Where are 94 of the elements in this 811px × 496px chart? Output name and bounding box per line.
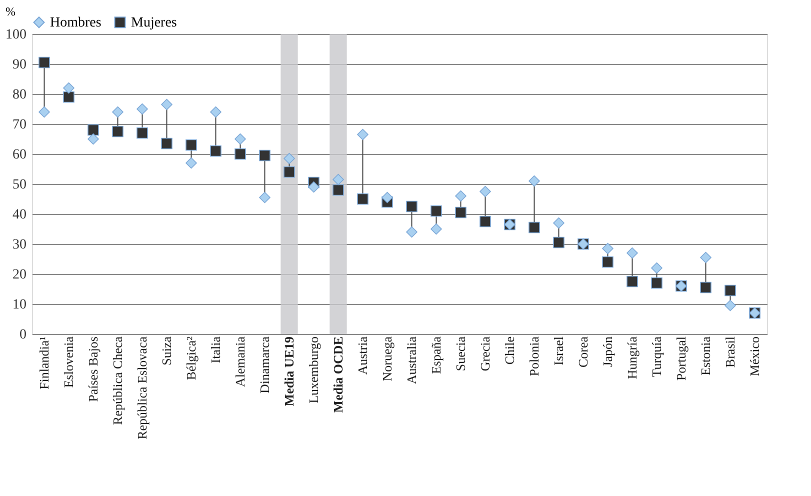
point <box>455 206 466 218</box>
x-tick-label: España <box>428 336 444 374</box>
point <box>528 175 540 187</box>
point <box>602 242 614 254</box>
y-tick-label: 50 <box>12 178 26 192</box>
x-tick-label: Australia <box>404 336 419 384</box>
point <box>210 145 222 157</box>
x-tick-label: Media OCDE <box>330 336 346 413</box>
x-tick-label: Noruega <box>379 336 394 382</box>
x-tick-label: Polonia <box>526 336 542 376</box>
point <box>626 247 638 259</box>
x-tick-label: Alemania <box>232 336 248 388</box>
point <box>332 174 344 186</box>
point <box>63 91 74 103</box>
y-tick-label: 90 <box>12 58 26 72</box>
point <box>308 181 320 193</box>
point <box>186 157 197 169</box>
x-tick-label: Japón <box>600 336 615 367</box>
x-tick-label: Turquía <box>648 336 664 378</box>
x-tick-label: Italia <box>208 336 223 364</box>
legend-label: Mujeres <box>131 15 177 30</box>
y-tick-label: 70 <box>12 118 26 132</box>
x-tick-label: Suecia <box>452 336 468 372</box>
point <box>700 252 712 264</box>
point <box>161 98 172 110</box>
x-tick-label: República Checa <box>110 336 125 425</box>
point <box>38 106 50 118</box>
point <box>724 284 736 296</box>
x-tick-label: Hungría <box>624 336 640 380</box>
point <box>480 186 491 198</box>
y-tick-label: 0 <box>20 328 26 342</box>
x-tick-label: Bélgica² <box>183 336 198 380</box>
legend-label: Hombres <box>50 15 102 30</box>
y-tick-label: 20 <box>12 268 26 282</box>
point <box>455 190 466 202</box>
y-tick-label: 100 <box>6 28 26 42</box>
point <box>553 217 564 229</box>
x-tick-label: Suiza <box>158 336 174 366</box>
x-tick-label: Brasil <box>722 336 738 368</box>
x-tick-label: Países Bajos <box>85 336 100 402</box>
x-tick-label: Media UE19 <box>281 336 296 406</box>
point <box>724 300 736 312</box>
point <box>430 223 442 235</box>
point <box>553 236 564 248</box>
x-tick-label: Luxemburgo <box>306 336 321 404</box>
point <box>284 166 295 178</box>
x-tick-label: Portugal <box>673 336 688 381</box>
x-tick-label: Eslovenia <box>60 336 76 388</box>
point <box>234 148 246 160</box>
point <box>234 133 246 145</box>
point <box>357 128 368 140</box>
point <box>186 139 197 151</box>
x-tick-label: Chile <box>502 336 517 365</box>
y-tick-label: 60 <box>12 148 26 162</box>
point <box>210 106 222 118</box>
point <box>406 200 418 212</box>
x-tick-label: Estonia <box>698 336 713 376</box>
point <box>480 216 491 228</box>
point <box>382 192 393 204</box>
point <box>651 277 662 289</box>
point <box>259 192 270 204</box>
point <box>332 184 344 196</box>
point <box>88 124 99 136</box>
point <box>406 226 418 238</box>
point <box>38 56 50 68</box>
x-tick-label: Austria <box>354 336 370 375</box>
point <box>284 152 295 164</box>
x-tick-label: México <box>746 336 762 376</box>
point <box>112 126 124 138</box>
y-tick-label: 10 <box>12 298 26 312</box>
x-tick-label: Corea <box>575 336 590 368</box>
x-tick-label: Grecia <box>477 336 492 372</box>
x-tick-label: Israel <box>550 336 566 366</box>
point <box>700 282 712 294</box>
point <box>357 193 368 205</box>
point <box>161 138 172 150</box>
y-axis-title: % <box>6 4 16 18</box>
point <box>136 103 148 115</box>
point <box>63 82 74 94</box>
y-tick-label: 30 <box>12 238 26 252</box>
point <box>88 133 99 145</box>
point <box>136 127 148 139</box>
point <box>259 150 270 162</box>
point <box>112 106 124 118</box>
point <box>626 276 638 288</box>
point <box>651 262 662 274</box>
x-tick-label: República Eslovaca <box>134 336 150 440</box>
x-tick-label: Dinamarca <box>256 336 272 394</box>
point <box>602 256 614 268</box>
y-tick-label: 40 <box>12 208 26 222</box>
x-tick-label: Finlandia¹ <box>36 336 52 390</box>
point <box>430 205 442 217</box>
y-tick-label: 80 <box>12 88 26 102</box>
point <box>528 222 540 234</box>
